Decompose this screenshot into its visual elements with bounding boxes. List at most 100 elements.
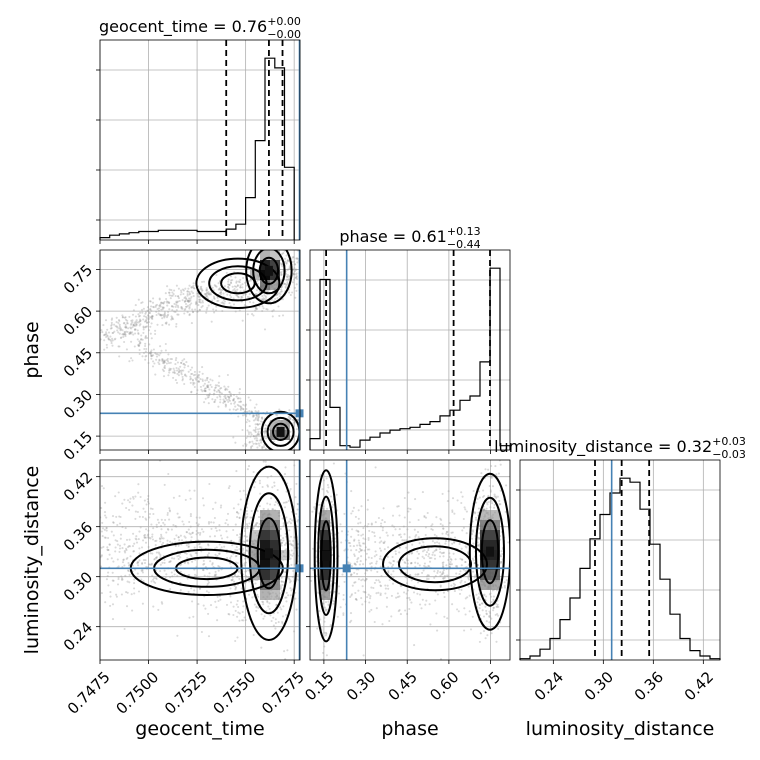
- sample-point: [243, 616, 246, 619]
- density-cell: [280, 550, 290, 560]
- sample-point: [209, 292, 212, 295]
- y-tick-label: 0.15: [60, 428, 96, 464]
- sample-point: [212, 393, 215, 396]
- sample-point: [254, 428, 257, 431]
- sample-point: [489, 612, 492, 615]
- sample-point: [350, 565, 353, 568]
- sample-point: [110, 321, 113, 324]
- sample-point: [163, 300, 166, 303]
- sample-point: [451, 542, 454, 545]
- sample-point: [254, 306, 257, 310]
- sample-point: [174, 305, 177, 308]
- sample-point: [155, 526, 158, 529]
- sample-point: [100, 530, 103, 533]
- sample-point: [370, 565, 373, 568]
- sample-point: [395, 596, 398, 599]
- sample-point: [353, 563, 357, 566]
- sample-point: [322, 651, 325, 654]
- sample-point: [432, 551, 435, 554]
- sample-point: [241, 414, 245, 417]
- sample-point: [218, 287, 222, 290]
- sample-point: [168, 301, 171, 304]
- sample-point: [224, 387, 227, 390]
- sample-point: [134, 315, 137, 318]
- sample-point: [183, 366, 186, 369]
- sample-point: [187, 545, 190, 548]
- sample-point: [255, 522, 258, 525]
- sample-point: [138, 348, 141, 352]
- sample-point: [180, 369, 183, 372]
- sample-point: [238, 577, 241, 580]
- sample-point: [239, 498, 242, 501]
- sample-point: [241, 286, 244, 289]
- sample-point: [160, 314, 163, 317]
- sample-point: [118, 323, 121, 326]
- sample-point: [274, 627, 277, 630]
- sample-point: [451, 509, 454, 512]
- sample-point: [238, 619, 241, 622]
- sample-point: [448, 555, 451, 559]
- sample-point: [486, 503, 489, 506]
- contour-line: [220, 272, 256, 295]
- sample-point: [304, 426, 306, 428]
- sample-point: [146, 321, 149, 324]
- sample-point: [336, 615, 339, 618]
- sample-point: [150, 305, 153, 308]
- sample-point: [130, 357, 133, 360]
- sample-point: [163, 364, 166, 367]
- sample-point: [198, 370, 201, 373]
- sample-point: [386, 584, 389, 587]
- sample-point: [145, 316, 148, 320]
- sample-point: [358, 547, 362, 550]
- sample-point: [286, 260, 289, 263]
- sample-point: [214, 501, 217, 504]
- sample-point: [91, 340, 93, 342]
- sample-point: [387, 571, 390, 574]
- sample-point: [205, 289, 208, 292]
- sample-point: [137, 344, 140, 347]
- sample-point: [276, 297, 279, 300]
- sample-point: [258, 427, 262, 430]
- sample-point: [166, 527, 169, 531]
- sample-point: [189, 525, 192, 528]
- sample-point: [261, 445, 264, 448]
- sample-point: [468, 594, 471, 597]
- sample-point: [154, 304, 157, 307]
- sample-point: [152, 354, 155, 357]
- sample-point: [332, 503, 335, 506]
- sample-point: [265, 289, 268, 292]
- sample-point: [349, 562, 352, 565]
- sample-point: [262, 430, 266, 433]
- sample-point: [139, 338, 143, 341]
- histogram-geocent_time: [99, 57, 295, 240]
- sample-point: [169, 369, 172, 372]
- sample-point: [428, 553, 431, 556]
- sample-point: [227, 398, 230, 401]
- sample-point: [219, 391, 222, 394]
- sample-point: [198, 308, 201, 311]
- sample-point: [455, 572, 458, 575]
- sample-point: [163, 366, 166, 369]
- sample-point: [190, 366, 194, 369]
- sample-point: [379, 525, 383, 528]
- sample-point: [272, 440, 275, 443]
- contour-line: [208, 265, 268, 302]
- sample-point: [359, 549, 362, 552]
- sample-point: [453, 585, 456, 588]
- sample-point: [168, 291, 171, 294]
- sample-point: [256, 593, 259, 596]
- sample-point: [499, 560, 503, 564]
- sample-point: [408, 536, 411, 539]
- sample-point: [268, 607, 271, 610]
- sample-point: [204, 607, 207, 610]
- sample-point: [163, 316, 166, 319]
- sample-point: [130, 593, 133, 596]
- sample-point: [465, 510, 468, 513]
- sample-point: [271, 315, 274, 318]
- sample-point: [449, 563, 452, 566]
- sample-point: [151, 301, 155, 304]
- sample-point: [421, 598, 424, 601]
- sample-point: [277, 621, 280, 624]
- sample-point: [507, 541, 510, 544]
- sample-point: [488, 610, 491, 613]
